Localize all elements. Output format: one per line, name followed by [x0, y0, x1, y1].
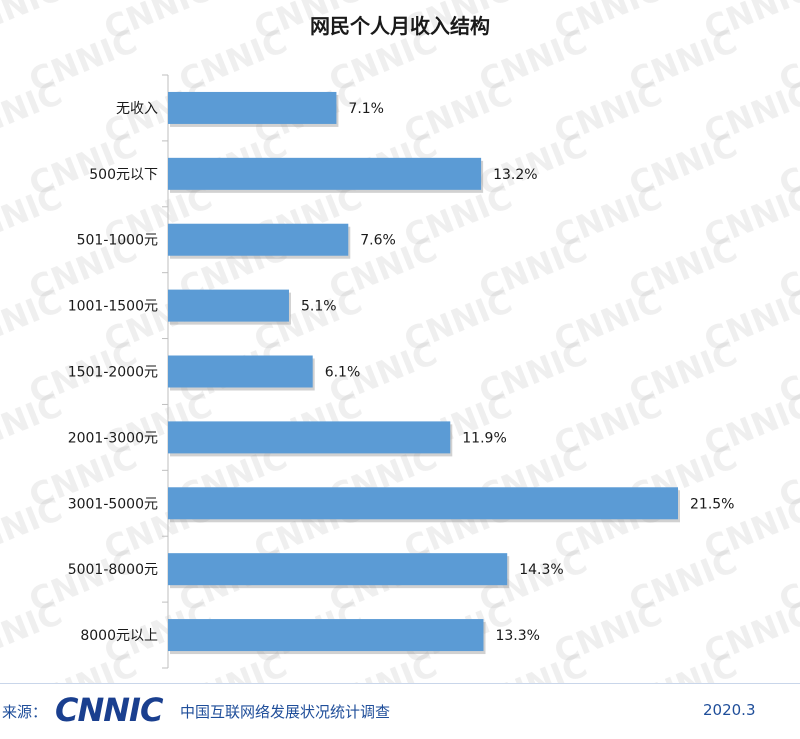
value-label: 13.3%: [495, 628, 539, 644]
value-labels: 7.1% 13.2% 7.6% 5.1% 6.1% 11.9% 21.5% 14.3% 13.3…: [301, 101, 735, 644]
watermark-text: CNNIC: [0, 282, 67, 359]
value-label: 11.9%: [462, 430, 506, 446]
y-axis-ticks: [162, 74, 168, 669]
survey-name: 中国互联网络发展状况统计调查: [180, 703, 391, 721]
cnnic-logo: CNNIC: [55, 691, 163, 729]
watermark-text: CNNIC: [0, 178, 67, 255]
bar: [168, 157, 482, 190]
report-date: 2020.3: [703, 701, 756, 719]
category-labels: 无收入 500元以下 501-1000元 1001-1500元 1501-2000元 20…: [68, 101, 158, 644]
source-label: 来源：: [2, 703, 48, 721]
bar: [168, 487, 678, 520]
category-label: 无收入: [116, 101, 158, 117]
bar: [168, 91, 337, 124]
bar: [168, 289, 289, 322]
value-label: 7.1%: [348, 101, 384, 117]
value-label: 21.5%: [690, 496, 734, 512]
watermark-text: CNNIC: [0, 74, 67, 151]
category-label: 8000元以上: [80, 628, 158, 644]
category-label: 5001-8000元: [68, 562, 158, 578]
bars-group: [168, 91, 680, 655]
footer-divider: [0, 683, 800, 684]
category-label: 500元以下: [89, 167, 158, 183]
bar: [168, 421, 451, 454]
footer: 来源： CNNIC 中国互联网络发展状况统计调查 2020.3: [0, 683, 800, 739]
value-label: 7.6%: [360, 233, 396, 249]
bar: [168, 355, 313, 388]
chart-title: 网民个人月收入结构: [310, 14, 490, 38]
watermark-text: CNNIC: [0, 386, 67, 463]
bar: [168, 553, 508, 586]
category-label: 1501-2000元: [68, 365, 158, 381]
value-label: 5.1%: [301, 299, 337, 315]
watermark-text: CNNIC: [0, 594, 67, 671]
bar: [168, 619, 484, 652]
category-label: 2001-3000元: [68, 430, 158, 446]
bar: [168, 223, 349, 256]
value-label: 13.2%: [493, 167, 537, 183]
watermark-text: CNNIC: [0, 490, 67, 567]
category-label: 1001-1500元: [68, 299, 158, 315]
value-label: 14.3%: [519, 562, 563, 578]
category-label: 501-1000元: [77, 233, 158, 249]
value-label: 6.1%: [325, 365, 361, 381]
category-label: 3001-5000元: [68, 496, 158, 512]
